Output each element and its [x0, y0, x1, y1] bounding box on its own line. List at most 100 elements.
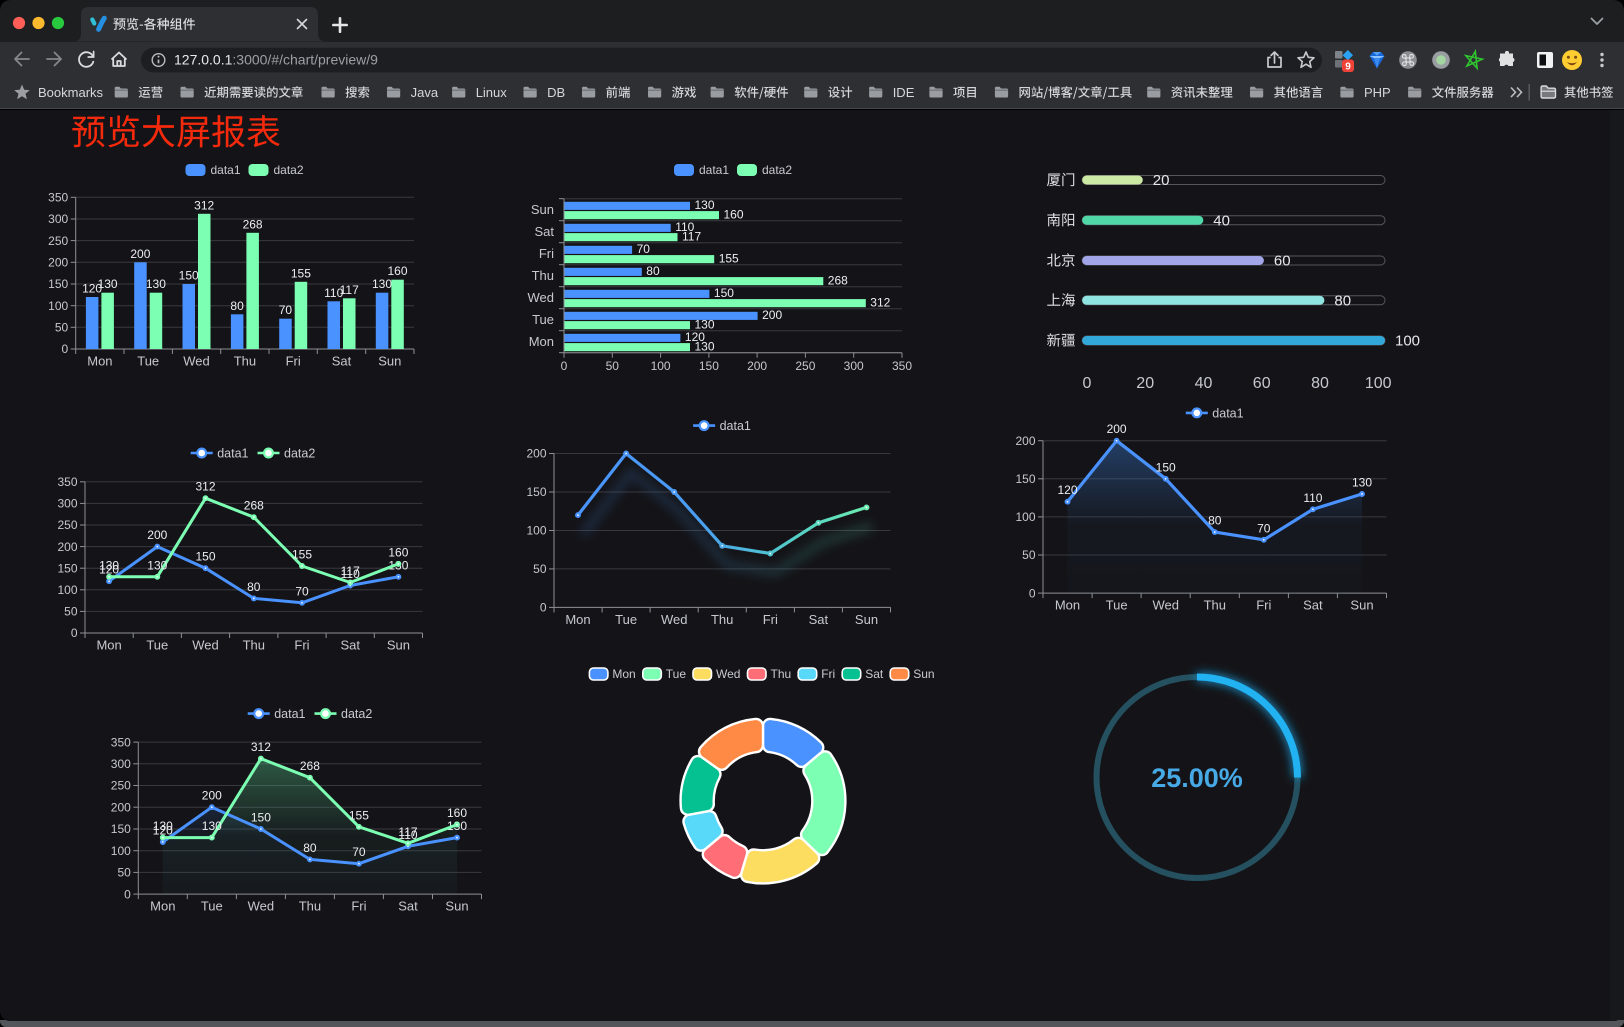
svg-text:160: 160	[724, 207, 744, 221]
svg-text:120: 120	[99, 563, 119, 577]
svg-text:Wed: Wed	[716, 667, 740, 681]
svg-text:200: 200	[147, 528, 167, 542]
svg-text:Wed: Wed	[528, 290, 555, 305]
svg-text:250: 250	[111, 779, 131, 793]
svg-text:200: 200	[130, 247, 150, 261]
svg-text:data2: data2	[274, 163, 304, 177]
svg-text:Thu: Thu	[234, 354, 256, 369]
svg-text:130: 130	[695, 317, 715, 331]
svg-text:Sun: Sun	[855, 612, 878, 627]
svg-text:130: 130	[695, 339, 715, 353]
svg-text:Fri: Fri	[1256, 598, 1271, 613]
svg-text:Bookmarks: Bookmarks	[38, 85, 104, 100]
svg-text:data1: data1	[211, 163, 241, 177]
svg-text:50: 50	[533, 562, 547, 576]
svg-text:Wed: Wed	[1152, 598, 1179, 613]
svg-text:Sat: Sat	[534, 224, 554, 239]
svg-text:200: 200	[1107, 422, 1127, 436]
svg-text:Mon: Mon	[565, 612, 590, 627]
svg-text:9: 9	[1345, 62, 1351, 73]
svg-text:Tue: Tue	[532, 312, 554, 327]
svg-text:70: 70	[637, 242, 651, 256]
svg-text:data1: data1	[274, 707, 305, 721]
svg-text:0: 0	[62, 342, 69, 356]
svg-text:160: 160	[387, 264, 407, 278]
svg-text:350: 350	[48, 191, 68, 205]
svg-text:Linux: Linux	[476, 85, 508, 100]
svg-text:300: 300	[48, 212, 68, 226]
svg-text:0: 0	[561, 359, 568, 373]
svg-text:Fri: Fri	[286, 354, 301, 369]
svg-text:Fri: Fri	[763, 612, 778, 627]
svg-text:25.00%: 25.00%	[1151, 763, 1243, 793]
svg-text:Thu: Thu	[243, 638, 265, 653]
svg-text:155: 155	[291, 266, 311, 280]
svg-text:150: 150	[1015, 472, 1035, 486]
svg-text:312: 312	[870, 295, 890, 309]
svg-text:200: 200	[1015, 434, 1035, 448]
svg-text:Wed: Wed	[661, 612, 688, 627]
svg-text:130: 130	[147, 558, 167, 572]
svg-text:Tue: Tue	[666, 667, 687, 681]
svg-text:IDE: IDE	[893, 85, 915, 100]
svg-text:50: 50	[55, 321, 69, 335]
svg-text:127.0.0.1: 127.0.0.1	[174, 51, 233, 67]
svg-text:Tue: Tue	[1106, 598, 1128, 613]
svg-text:Sat: Sat	[1303, 598, 1323, 613]
svg-text:Sat: Sat	[332, 354, 352, 369]
svg-text:Thu: Thu	[1204, 598, 1226, 613]
svg-text:80: 80	[303, 841, 317, 855]
svg-text:130: 130	[202, 819, 222, 833]
svg-text:150: 150	[251, 811, 271, 825]
svg-text:Tue: Tue	[146, 638, 168, 653]
svg-text:150: 150	[48, 277, 68, 291]
svg-text:Sat: Sat	[340, 638, 360, 653]
svg-text:160: 160	[388, 545, 408, 559]
svg-text:150: 150	[179, 269, 199, 283]
svg-text:50: 50	[606, 359, 620, 373]
svg-text:80: 80	[1208, 514, 1222, 528]
svg-text:130: 130	[99, 558, 119, 572]
svg-text:100: 100	[57, 583, 77, 597]
svg-text:Tue: Tue	[201, 899, 223, 914]
svg-text:data2: data2	[762, 163, 792, 177]
svg-text:20: 20	[1136, 375, 1154, 392]
svg-text:110: 110	[398, 828, 417, 842]
svg-text:Sun: Sun	[378, 354, 401, 369]
svg-text:Sat: Sat	[865, 667, 884, 681]
svg-text:110: 110	[1303, 491, 1322, 505]
svg-text:155: 155	[719, 251, 739, 265]
svg-text:100: 100	[526, 524, 546, 538]
svg-text:200: 200	[202, 789, 222, 803]
svg-text:80: 80	[230, 299, 244, 313]
svg-text:200: 200	[111, 800, 131, 814]
svg-text:data2: data2	[284, 446, 315, 460]
svg-text:Sun: Sun	[913, 667, 934, 681]
svg-text:117: 117	[340, 283, 359, 297]
svg-text:data1: data1	[217, 446, 248, 460]
svg-text:Thu: Thu	[299, 899, 321, 914]
svg-text:20: 20	[1153, 172, 1170, 189]
svg-text:Wed: Wed	[183, 354, 210, 369]
svg-text:Thu: Thu	[771, 667, 792, 681]
svg-text:130: 130	[146, 277, 166, 291]
svg-text:100: 100	[651, 359, 671, 373]
svg-text:155: 155	[349, 808, 369, 822]
svg-text:130: 130	[98, 277, 118, 291]
svg-text:DB: DB	[547, 85, 565, 100]
svg-text:80: 80	[646, 264, 660, 278]
svg-text:100: 100	[1015, 510, 1035, 524]
svg-text:268: 268	[244, 499, 264, 513]
svg-text:155: 155	[292, 548, 312, 562]
svg-text:60: 60	[1274, 253, 1291, 270]
svg-text:70: 70	[279, 303, 293, 317]
svg-text:data1: data1	[1212, 406, 1243, 420]
svg-text:Sun: Sun	[387, 638, 410, 653]
svg-text:Mon: Mon	[612, 667, 635, 681]
svg-text:350: 350	[57, 475, 77, 489]
svg-text:117: 117	[341, 564, 360, 578]
svg-text:0: 0	[71, 626, 78, 640]
svg-text:50: 50	[117, 866, 131, 880]
svg-text:117: 117	[398, 825, 417, 839]
svg-text:50: 50	[1022, 548, 1036, 562]
